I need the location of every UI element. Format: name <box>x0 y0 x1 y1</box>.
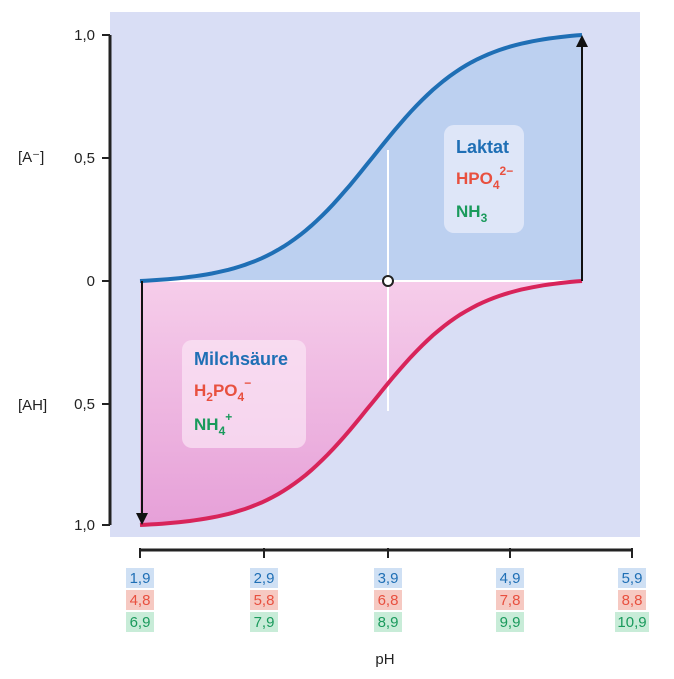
ph-scale-label: 8,9 <box>378 614 399 631</box>
ph-scale-cell <box>618 568 646 588</box>
ph-scale-label: 5,9 <box>622 570 643 587</box>
ph-scale-cell <box>496 590 524 610</box>
ph-scale-label: 5,8 <box>254 592 275 609</box>
ph-scale-label: 2,9 <box>254 570 275 587</box>
ph-scale-label: 4,9 <box>500 570 521 587</box>
base-species-box: Laktat HPO42− NH3 <box>444 125 524 233</box>
x-axis-label: pH <box>375 651 394 668</box>
ph-scale-label: 6,9 <box>130 614 151 631</box>
y-tick-label: 0,5 <box>74 396 95 413</box>
pk-midpoint <box>382 275 394 287</box>
base-box-title: Laktat <box>456 137 509 157</box>
ph-scale-cell <box>615 612 649 632</box>
ph-scale-label: 7,9 <box>254 614 275 631</box>
ph-scale-cell <box>126 568 154 588</box>
y-tick-label: 0 <box>87 273 95 290</box>
ph-scale-label: 1,9 <box>130 570 151 587</box>
arrows <box>136 35 588 525</box>
ph-scale-label: 7,8 <box>500 592 521 609</box>
acid-species-ammonium: NH4+ <box>194 410 232 438</box>
y-ticks: 1,0 0,5 0 0,5 1,0 <box>74 27 110 534</box>
ph-scale-label: 4,8 <box>130 592 151 609</box>
ph-scale-cell <box>374 612 402 632</box>
ph-scale-cell <box>618 590 646 610</box>
y-tick-label: 1,0 <box>74 27 95 44</box>
arrow-up-head <box>576 35 588 47</box>
acid-species-phosphate: H2PO4− <box>194 376 251 404</box>
ph-scale-cell <box>374 568 402 588</box>
ph-scale-cell <box>126 612 154 632</box>
ylabel-bottom: [AH] <box>18 397 47 414</box>
ph-scale-label: 3,9 <box>378 570 399 587</box>
ph-scale-cell <box>496 612 524 632</box>
ph-scale-label: 9,9 <box>500 614 521 631</box>
ph-scales: 1,9 2,9 3,9 4,9 5,9 4,8 5,8 6,8 7,8 8,8 6,9 7,9 8,9 9… <box>126 568 649 632</box>
arrow-down-head <box>136 513 148 525</box>
base-species-phosphate: HPO42− <box>456 164 513 192</box>
ph-scale-cell <box>250 612 278 632</box>
ylabel-top: [A⁻] <box>18 149 44 166</box>
acid-species-box: Milchsäure H2PO4− NH4+ <box>182 340 306 448</box>
ph-scale-cell <box>374 590 402 610</box>
base-species-ammonia: NH3 <box>456 202 488 225</box>
acid-box-title: Milchsäure <box>194 349 288 369</box>
y-tick-label: 0,5 <box>74 150 95 167</box>
ph-scale-cell <box>126 590 154 610</box>
ph-scale-label: 8,8 <box>622 592 643 609</box>
base-curve-line <box>139 33 583 283</box>
ph-scale-label: 10,9 <box>617 614 646 631</box>
y-tick-label: 1,0 <box>74 517 95 534</box>
ph-scale-cell <box>496 568 524 588</box>
ph-scale-label: 6,8 <box>378 592 399 609</box>
acid-curve-line <box>139 279 583 527</box>
x-ticks <box>139 548 633 558</box>
ph-scale-cell <box>250 590 278 610</box>
ph-scale-cell <box>250 568 278 588</box>
